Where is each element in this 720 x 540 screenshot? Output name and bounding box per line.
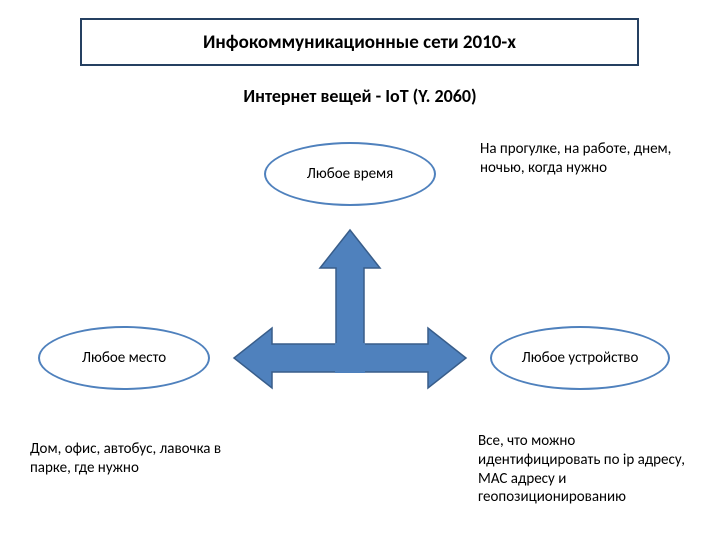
node-top: Любое время xyxy=(264,142,436,206)
annotation-top: На прогулке, на работе, днем, ночью, ког… xyxy=(480,140,690,178)
annotation-left: Дом, офис, автобус, лавочка в парке, где… xyxy=(30,440,260,478)
annotation-right: Все, что можно идентифицировать по ip ад… xyxy=(478,432,698,507)
node-right: Любое устройство xyxy=(490,326,670,390)
node-left-label: Любое место xyxy=(82,349,166,367)
node-left: Любое место xyxy=(38,326,210,390)
node-right-label: Любое устройство xyxy=(522,349,639,367)
node-top-label: Любое время xyxy=(307,165,393,183)
